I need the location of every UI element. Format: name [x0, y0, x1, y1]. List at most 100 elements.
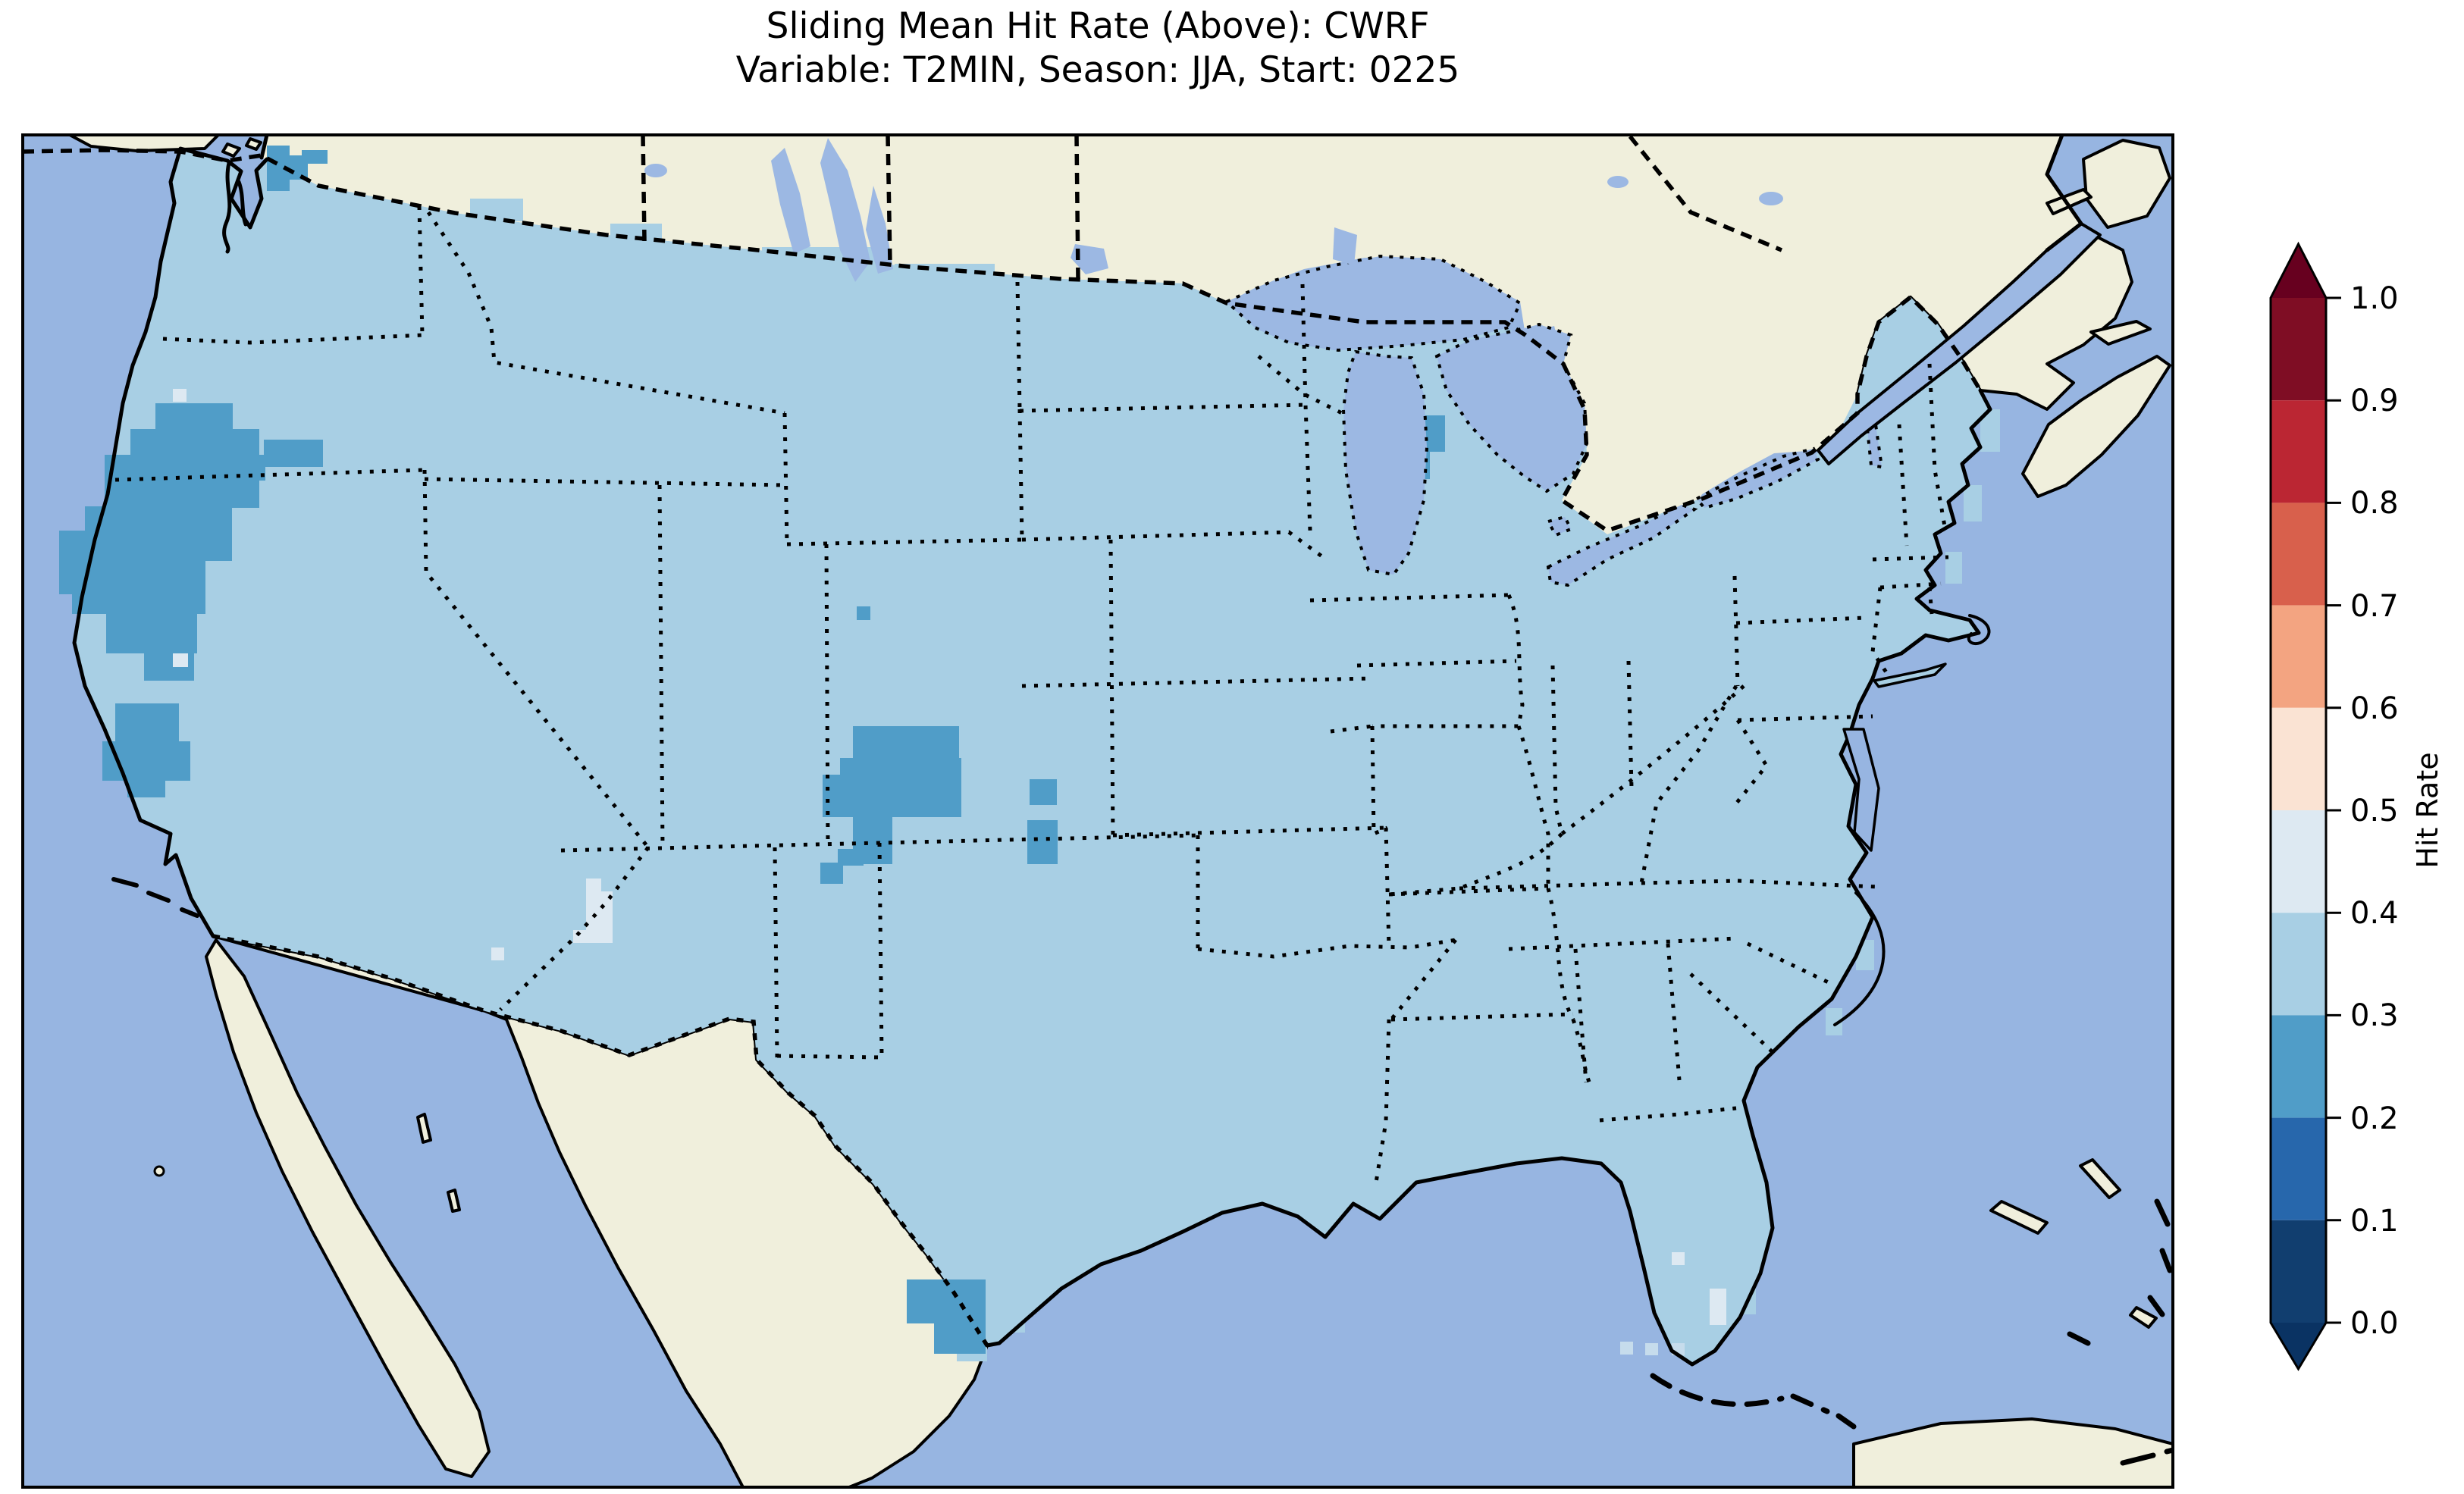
hitrate-0.3-0.4-overshoot-cell	[1945, 552, 1962, 584]
st-lawrence-river	[1817, 222, 2102, 465]
tick-label: 0.6	[2350, 691, 2399, 726]
hitrate-0.2-0.3-cell	[105, 455, 259, 508]
colorbar-segments	[2269, 241, 2328, 1371]
colorbar-segment	[2271, 810, 2326, 913]
hitrate-0.3-0.4-overshoot-cell	[895, 264, 995, 285]
title-line-1: Sliding Mean Hit Rate (Above): CWRF	[766, 5, 1430, 47]
lake-nipigon	[1333, 227, 1357, 265]
colorbar-segment	[2271, 400, 2326, 503]
cuba	[1852, 1417, 2173, 1487]
lake-st-clair	[1546, 515, 1573, 537]
nova-scotia	[2021, 355, 2171, 498]
hitrate-0.2-0.3-cell	[1027, 820, 1058, 864]
gulf-st-lawrence-coast	[2045, 135, 2083, 252]
canada-small-lake-2	[1607, 176, 1629, 188]
hitrate-0.4-0.5-cell	[586, 891, 613, 943]
colorbar-segment	[2271, 707, 2326, 810]
lake-winnipeg	[820, 138, 870, 282]
lake-champlain	[1864, 419, 1884, 469]
colorbar-over-arrow	[2271, 244, 2326, 298]
hitrate-0.2-0.3-cell	[857, 606, 870, 620]
tick-label: 0.5	[2350, 794, 2399, 828]
tick-label: 0.8	[2350, 486, 2399, 521]
colorbar-segment	[2271, 298, 2326, 401]
pacific-coastline	[72, 146, 269, 938]
hitrate-0.2-0.3-cell	[302, 150, 328, 164]
lake-superior	[1224, 254, 1522, 352]
tick-label: 0.3	[2350, 998, 2399, 1033]
chesapeake-bay	[1842, 728, 1880, 852]
guadalupe-island	[153, 1165, 165, 1177]
puget-sound-detail	[222, 161, 248, 254]
long-island	[1873, 662, 1947, 688]
channel-islands	[111, 877, 199, 918]
cape-cod-hook	[1967, 614, 1991, 645]
hitrate-0.2-0.3-cell	[907, 1279, 986, 1323]
baja-california	[205, 938, 491, 1478]
tick-label: 1.0	[2350, 281, 2399, 316]
florida-keys	[1650, 1373, 1857, 1430]
hitrate-0.2-0.3-cell	[85, 506, 232, 561]
hitrate-0.4-0.5-cell	[1672, 1252, 1685, 1265]
prince-edward-island	[2089, 320, 2152, 346]
tick-label: 0.4	[2350, 896, 2399, 931]
hitrate-0.2-0.3-cell	[127, 781, 165, 797]
international-borders	[23, 135, 1983, 1347]
colorbar-ticks	[2326, 296, 2341, 1324]
light-patch-layer	[173, 389, 1726, 1325]
hitrate-0.2-0.3-cell	[264, 440, 323, 467]
hitrate-0.3-0.4-overshoot-cell	[470, 199, 523, 221]
colorbar-axis-label: Hit Rate	[2411, 752, 2444, 868]
hitrate-0.4-0.5-cell	[173, 653, 188, 667]
hitrate-0.2-0.3-cell	[1030, 779, 1057, 805]
canada-land	[262, 135, 2081, 567]
hitrate-0.4-0.5-cell	[586, 879, 601, 891]
colorbar-segment	[2271, 1220, 2326, 1323]
map-frame-outline	[21, 133, 2174, 1489]
hitrate-0.2-0.3-cell	[820, 863, 843, 884]
hitrate-0.4-0.5-cell	[491, 947, 504, 960]
newfoundland	[2082, 139, 2171, 229]
canada-province-border-sk-mb	[886, 135, 892, 265]
colorbar-under-arrow	[2271, 1323, 2326, 1369]
anticosti-island	[2045, 188, 2093, 215]
colorbar-tick-labels: 1.0 0.9 0.8 0.7 0.6 0.5 0.4 0.3 0.2 0.1 …	[2350, 281, 2399, 1341]
lake-of-the-woods	[1071, 244, 1108, 274]
hitrate-0.3-0.4-overshoot-cell	[1964, 485, 1982, 521]
canada-province-border-mb-on	[1074, 135, 1080, 280]
colorbar-segment	[2271, 913, 2326, 1016]
hitrate-0.4-0.5-cell	[173, 389, 187, 402]
hitrate-0.2-0.3-cell	[840, 758, 961, 817]
hitrate-0.4-0.5-cell	[1710, 1289, 1726, 1325]
bc-coast	[259, 135, 269, 160]
hitrate-0.2-0.3-cell	[823, 775, 857, 817]
figure-title: Sliding Mean Hit Rate (Above): CWRF Vari…	[23, 5, 2173, 92]
gulf-islands	[221, 137, 262, 158]
colorbar-segment	[2271, 1117, 2326, 1220]
lake-manitoba	[866, 186, 893, 274]
hitrate-0.3-0.4-overshoot-cell	[1826, 1008, 1842, 1035]
hitrate-0.2-0.3-cell	[155, 403, 233, 429]
atlantic-gulf-coastline	[985, 388, 1992, 1367]
lake-ontario	[1694, 446, 1820, 510]
tick-label: 0.0	[2350, 1306, 2399, 1341]
bahamas	[1989, 1158, 2158, 1329]
hitrate-0.2-0.3-cell	[838, 849, 864, 866]
colorbar-segment	[2271, 503, 2326, 606]
hitrate-0.2-0.3-cell	[106, 614, 197, 653]
us-canada-border	[23, 148, 1983, 534]
outer-banks	[1833, 891, 1886, 1026]
gulf-of-california-islands	[416, 1113, 461, 1213]
tick-label: 0.9	[2350, 384, 2399, 418]
colorbar-segment	[2271, 1015, 2326, 1118]
hitrate-0.2-0.3-cell	[72, 561, 205, 614]
grid-overshoot-layer	[470, 199, 2000, 1361]
coastlines	[72, 135, 2173, 1466]
lake-erie	[1546, 503, 1698, 587]
ocean-grid-cell-cell	[1645, 1343, 1658, 1355]
tick-label: 0.1	[2350, 1204, 2399, 1239]
tick-label: 0.7	[2350, 589, 2399, 624]
canada-province-border-on-qc	[1628, 135, 1783, 252]
